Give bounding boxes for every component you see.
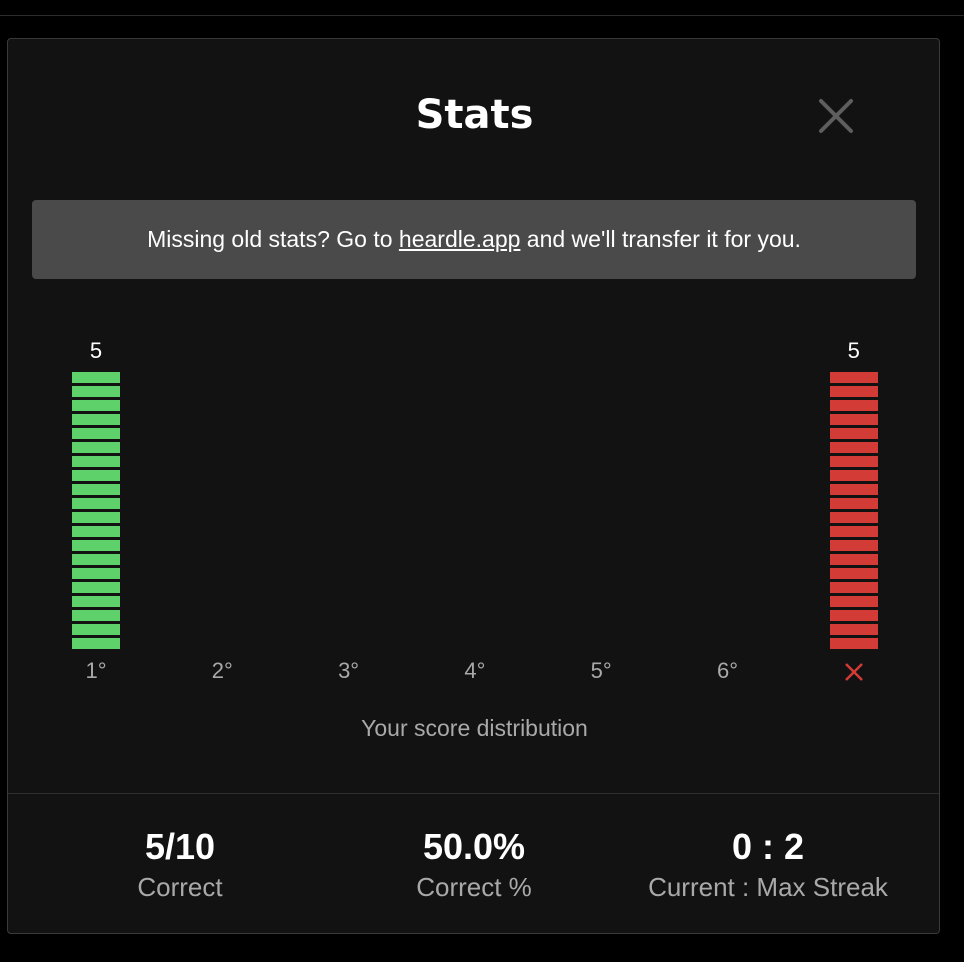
stat-correct: 5/10 Correct xyxy=(30,825,330,905)
bar-segment xyxy=(72,400,120,411)
bar-1 xyxy=(72,372,120,649)
tick-label: 5° xyxy=(590,658,612,683)
bar-segment xyxy=(829,498,878,509)
bar-segment xyxy=(829,568,878,579)
tick-label: 3° xyxy=(338,658,360,683)
tick-label: 6° xyxy=(716,658,739,683)
bar-segment xyxy=(829,470,878,481)
bar-segment xyxy=(72,428,120,439)
stats-divider xyxy=(8,793,939,794)
bar-segment xyxy=(72,512,120,523)
bar-segment xyxy=(72,554,120,565)
bar-segment xyxy=(72,610,120,621)
bar-segment xyxy=(72,498,120,509)
stat-correct-label: Correct xyxy=(137,872,223,902)
heardle-app-link[interactable]: heardle.app xyxy=(398,226,521,252)
fail-x-icon xyxy=(844,663,863,681)
bar-segment xyxy=(829,526,878,537)
bar-failed xyxy=(829,372,878,649)
bar-segment xyxy=(829,386,878,397)
bar-segment xyxy=(829,638,878,649)
bar-segment xyxy=(72,638,120,649)
bar-segment xyxy=(829,456,878,467)
header-divider xyxy=(0,15,964,16)
bar-segment xyxy=(829,400,878,411)
bar-segment xyxy=(72,596,120,607)
migration-banner: Missing old stats? Go to heardle.app and… xyxy=(32,200,916,279)
bar-segment xyxy=(72,456,120,467)
bar-segment xyxy=(829,554,878,565)
tick-label: 4° xyxy=(464,658,486,683)
close-button[interactable] xyxy=(813,93,859,139)
banner-text-suffix: and we'll transfer it for you. xyxy=(520,226,801,252)
bar-segment xyxy=(72,386,120,397)
stat-streak-value: 0 : 2 xyxy=(731,826,805,867)
stat-correct-percent: 50.0% Correct % xyxy=(324,825,624,905)
stat-correct-value: 5/10 xyxy=(144,826,216,867)
bar-segment xyxy=(829,442,878,453)
stat-correct-percent-label: Correct % xyxy=(416,872,532,902)
banner-text-prefix: Missing old stats? Go to xyxy=(147,226,399,252)
bar-segment xyxy=(72,624,120,635)
bar-segment xyxy=(829,624,878,635)
bar-segment xyxy=(829,582,878,593)
bar-segment xyxy=(829,372,878,383)
bar-value-label: 5 xyxy=(89,338,103,363)
bar-segment xyxy=(829,540,878,551)
stat-streak: 0 : 2 Current : Max Streak xyxy=(618,825,918,905)
bar-segment xyxy=(829,596,878,607)
distribution-caption: Your score distribution xyxy=(361,715,588,741)
stats-modal: Stats Missing old stats? Go to heardle.a… xyxy=(7,38,940,934)
bar-segment xyxy=(829,610,878,621)
bar-segment xyxy=(72,540,120,551)
bar-segment xyxy=(829,512,878,523)
tick-label: 2° xyxy=(211,658,233,683)
bar-segment xyxy=(72,484,120,495)
close-icon xyxy=(819,99,853,133)
bar-segment xyxy=(72,568,120,579)
bar-segment xyxy=(829,428,878,439)
bar-segment xyxy=(72,372,120,383)
bar-segment xyxy=(72,442,120,453)
bar-segment xyxy=(72,526,120,537)
stat-correct-percent-value: 50.0% xyxy=(422,826,526,867)
bar-value-label: 5 xyxy=(847,338,860,363)
tick-label: 1° xyxy=(85,658,107,683)
bar-segment xyxy=(72,582,120,593)
bar-segment xyxy=(829,414,878,425)
modal-title: Stats xyxy=(415,92,534,138)
bar-segment xyxy=(829,484,878,495)
bar-segment xyxy=(72,414,120,425)
stat-streak-label: Current : Max Streak xyxy=(648,872,888,902)
bar-segment xyxy=(72,470,120,481)
